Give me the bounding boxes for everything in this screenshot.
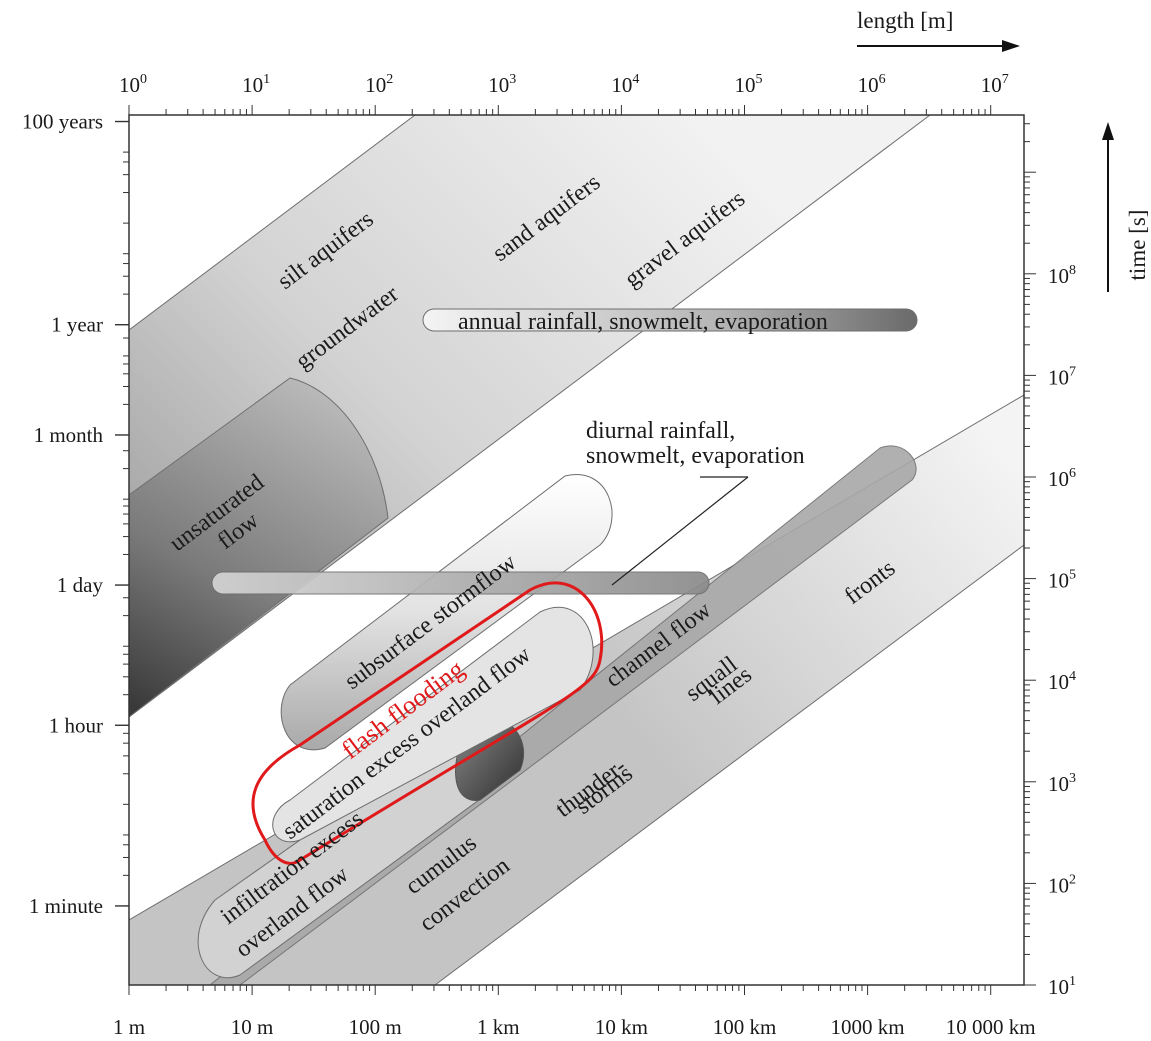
bottom-tick-label: 100 km [713,1015,777,1039]
bottom-tick-label: 10 m [231,1015,274,1039]
right-tick-label: 106 [1048,466,1076,491]
left-axis-ticks: 1 minute 1 hour 1 day 1 month 1 year 100 year… [22,110,129,918]
right-tick-label: 102 [1048,872,1076,897]
bottom-tick-label: 1 m [113,1015,145,1039]
right-tick-label: 104 [1048,669,1076,694]
y-axis-title: time [s] [1125,210,1150,281]
left-tick-label: 1 month [34,423,104,447]
bottom-tick-label: 100 m [349,1015,402,1039]
top-tick-label: 105 [735,72,763,97]
left-tick-label: 1 minute [29,894,103,918]
top-tick-label: 101 [242,72,270,97]
diurnal-bar [211,571,710,595]
label-diurnal-line-1: diurnal rainfall, [586,418,735,444]
top-tick-label: 103 [488,72,516,97]
bottom-tick-label: 1 km [477,1015,520,1039]
annual-bar [422,308,918,332]
left-tick-label: 100 years [22,110,103,134]
right-tick-label: 105 [1048,568,1076,593]
bottom-tick-label: 10 km [595,1015,648,1039]
diurnal-leader-line-2 [611,476,749,586]
right-tick-label: 108 [1048,263,1076,288]
top-tick-label: 102 [365,72,393,97]
top-tick-label: 107 [981,72,1009,97]
x-axis-title: length [m] [857,8,953,33]
plot-frame [128,114,1025,986]
bottom-tick-label: 10 000 km [946,1015,1036,1039]
left-tick-label: 1 hour [49,713,103,737]
bottom-axis-ticks: 1 m 10 m 100 m 1 km 10 km 100 km 1000 km 10 000… [113,985,1036,1039]
y-axis-arrow-head [1102,122,1114,140]
right-axis-ticks: 101 102 103 104 105 106 107 108 [1024,123,1076,999]
top-tick-label: 106 [858,72,886,97]
regions-layer [129,115,1024,985]
right-tick-label: 101 [1048,974,1076,999]
right-tick-label: 107 [1048,364,1076,389]
top-axis-ticks: 100 101 102 103 104 105 106 107 [119,72,1009,115]
left-tick-label: 1 year [51,313,103,337]
unsaturated-flow-band [129,377,389,718]
flash-flooding-outline [251,581,604,865]
top-tick-label: 104 [611,72,639,97]
groundwater-band [129,115,931,718]
label-diurnal-line-2: snowmelt, evaporation [586,443,805,469]
x-axis-arrow-head [1002,40,1020,52]
top-tick-label: 100 [119,72,147,97]
right-tick-label: 103 [1048,771,1076,796]
bottom-tick-label: 1000 km [831,1015,905,1039]
label-annual-rainfall: annual rainfall, snowmelt, evaporation [458,309,828,335]
left-tick-label: 1 day [57,573,104,597]
subsurface-stormflow-tube [280,474,613,751]
